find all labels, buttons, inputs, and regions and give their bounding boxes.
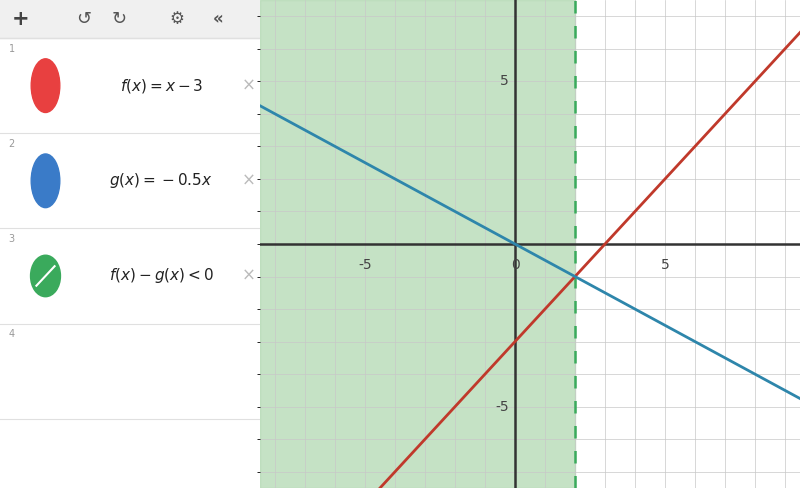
Text: -5: -5 bbox=[495, 400, 509, 414]
Text: ×: × bbox=[242, 77, 255, 95]
Circle shape bbox=[31, 154, 60, 207]
Text: 5: 5 bbox=[661, 258, 670, 272]
Text: $g(x) = -0.5x$: $g(x) = -0.5x$ bbox=[110, 171, 213, 190]
Text: ~: ~ bbox=[40, 79, 51, 93]
Circle shape bbox=[31, 59, 60, 112]
Text: ↺: ↺ bbox=[76, 10, 90, 28]
Text: ↻: ↻ bbox=[112, 10, 127, 28]
Text: ×: × bbox=[242, 267, 255, 285]
Text: 3: 3 bbox=[9, 234, 14, 244]
Text: ~: ~ bbox=[40, 174, 51, 188]
Text: 0: 0 bbox=[510, 258, 519, 272]
Text: 2: 2 bbox=[9, 139, 15, 149]
FancyBboxPatch shape bbox=[0, 0, 260, 38]
Text: 5: 5 bbox=[500, 74, 509, 88]
Text: +: + bbox=[12, 9, 30, 29]
Ellipse shape bbox=[30, 255, 61, 297]
Text: «: « bbox=[213, 10, 224, 28]
Text: 1: 1 bbox=[9, 44, 14, 54]
Text: ⚙: ⚙ bbox=[170, 10, 184, 28]
Text: $f(x) = x - 3$: $f(x) = x - 3$ bbox=[119, 77, 203, 95]
Text: ×: × bbox=[242, 172, 255, 190]
Text: -5: -5 bbox=[358, 258, 372, 272]
Text: 4: 4 bbox=[9, 329, 14, 339]
Text: $f(x)-g(x) < 0$: $f(x)-g(x) < 0$ bbox=[109, 266, 214, 285]
